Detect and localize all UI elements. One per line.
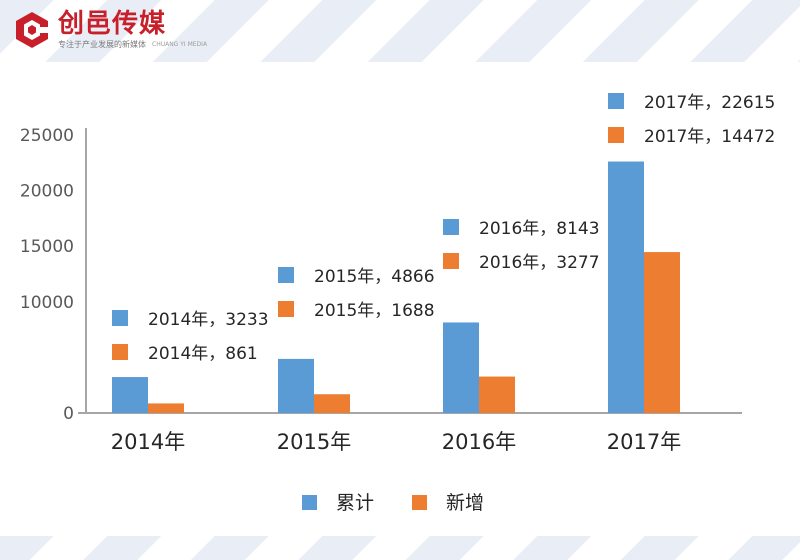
bar-cumulative-3: [443, 322, 479, 413]
data-label: 2017年，14472: [644, 127, 775, 147]
y-tick-label: 20000: [20, 182, 74, 202]
x-tick-label: 2014年: [111, 430, 185, 454]
x-tick-label: 2016年: [442, 430, 516, 454]
data-label-key: [112, 310, 128, 326]
data-label-key: [443, 219, 459, 235]
y-tick-label: 0: [63, 404, 74, 424]
legend-label: 新增: [446, 492, 484, 514]
y-tick-label: 15000: [20, 237, 74, 257]
bar-cumulative-1: [112, 377, 148, 413]
data-label: 2017年，22615: [644, 93, 775, 113]
y-tick-label: 10000: [20, 293, 74, 313]
data-label: 2015年，4866: [314, 267, 435, 287]
data-label-key: [608, 93, 624, 109]
bar-new-4: [644, 252, 680, 413]
data-label: 2016年，8143: [479, 219, 600, 239]
data-label-key: [608, 127, 624, 143]
footer-band: [0, 536, 800, 560]
brand-slogan: 专注于产业发展的新媒体: [58, 40, 146, 49]
bar-cumulative-2: [278, 358, 314, 413]
legend-label: 累计: [336, 492, 374, 514]
legend-swatch: [302, 495, 317, 510]
data-label-key: [112, 344, 128, 360]
x-tick-label: 2017年: [607, 430, 681, 454]
bar-new-1: [148, 403, 184, 413]
bar-new-2: [314, 394, 350, 413]
x-tick-label: 2015年: [277, 430, 351, 454]
header-band: [0, 0, 800, 62]
bar-cumulative-4: [608, 161, 644, 413]
data-label: 2016年，3277: [479, 253, 600, 273]
brand-name: 创邑传媒: [58, 9, 167, 39]
data-label: 2014年，861: [148, 344, 258, 364]
bar-new-3: [479, 376, 515, 413]
data-label-key: [278, 267, 294, 283]
y-tick-label: 25000: [20, 126, 74, 146]
brand-mark-icon: [16, 12, 48, 48]
data-label: 2015年，1688: [314, 301, 435, 321]
data-label: 2014年，3233: [148, 310, 269, 330]
data-label-key: [443, 253, 459, 269]
brand-logo: 创邑传媒 专注于产业发展的新媒体 CHUANG YI MEDIA: [12, 10, 207, 50]
legend-swatch: [412, 495, 427, 510]
data-label-key: [278, 301, 294, 317]
brand-subtitle: CHUANG YI MEDIA: [152, 41, 208, 48]
